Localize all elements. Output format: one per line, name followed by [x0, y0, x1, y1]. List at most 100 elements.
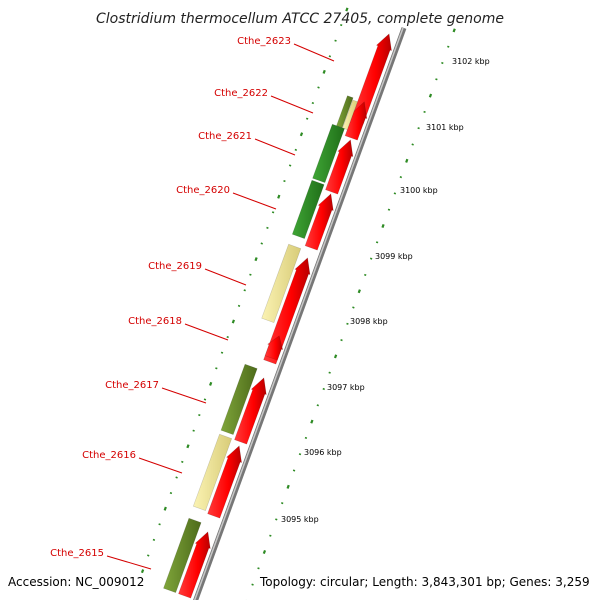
svg-text:Cthe_2622: Cthe_2622 — [214, 88, 268, 99]
tick-mark — [292, 469, 296, 472]
feature-cthe-2620[interactable] — [291, 179, 325, 239]
tick-mark — [169, 491, 173, 495]
gene-label-cthe-2621[interactable]: Cthe_2621 — [198, 131, 296, 156]
scale-labels: 3102 kbp 3101 kbp 3100 kbp 3099 kbp 3098… — [281, 57, 490, 524]
tick-mark — [254, 257, 258, 262]
tick-mark — [310, 419, 314, 424]
genome-summary-text: Topology: circular; Length: 3,843,301 bp… — [259, 575, 590, 589]
tick-mark — [334, 39, 337, 42]
tick-track-outer — [245, 28, 456, 600]
tick-mark — [428, 93, 433, 98]
scale-label: 3101 kbp — [426, 123, 464, 132]
scale-label: 3098 kbp — [350, 317, 388, 326]
tick-mark — [231, 319, 236, 324]
tick-mark — [257, 567, 260, 570]
gene-label-cthe-2622[interactable]: Cthe_2622 — [214, 88, 314, 114]
tick-mark — [203, 398, 207, 401]
tick-mark — [260, 242, 263, 245]
tick-mark — [147, 554, 150, 557]
cds-cthe-2616[interactable] — [207, 445, 242, 519]
tick-mark — [280, 502, 284, 505]
cds-cthe-2615[interactable] — [178, 531, 211, 599]
cds-cthe-2621[interactable] — [325, 139, 354, 195]
gene-label-cthe-2616[interactable]: Cthe_2616 — [82, 450, 183, 474]
tick-mark — [417, 127, 420, 130]
tick-mark — [220, 351, 224, 354]
svg-text:Cthe_2620: Cthe_2620 — [176, 185, 230, 196]
tick-mark — [288, 164, 292, 167]
svg-text:Cthe_2616: Cthe_2616 — [82, 450, 136, 461]
feature-track — [163, 33, 392, 599]
scale-label: 3102 kbp — [452, 57, 490, 66]
tick-mark — [209, 381, 213, 386]
gene-label-cthe-2615[interactable]: Cthe_2615 — [50, 548, 152, 570]
svg-text:Cthe_2618: Cthe_2618 — [128, 316, 182, 327]
tick-mark — [277, 194, 281, 199]
tick-mark — [299, 132, 304, 137]
feature-cthe-2616[interactable] — [192, 433, 233, 511]
tick-mark — [328, 371, 331, 374]
svg-text:Cthe_2617: Cthe_2617 — [105, 380, 159, 391]
tick-mark — [435, 78, 438, 81]
tick-mark — [364, 273, 367, 277]
tick-mark — [175, 476, 178, 479]
map-title: Clostridium thermocellum ATCC 27405, com… — [96, 11, 504, 27]
tick-mark — [447, 45, 450, 48]
svg-text:Cthe_2621: Cthe_2621 — [198, 131, 252, 142]
svg-text:Cthe_2623: Cthe_2623 — [237, 36, 291, 47]
scale-label: 3096 kbp — [304, 448, 342, 457]
tick-mark — [269, 534, 272, 537]
gene-label-cthe-2619[interactable]: Cthe_2619 — [148, 261, 247, 286]
tick-mark — [333, 354, 338, 359]
tick-mark — [381, 223, 385, 229]
tick-mark — [317, 86, 320, 89]
tick-mark — [275, 518, 278, 521]
tick-mark — [163, 506, 167, 511]
gene-label-cthe-2623[interactable]: Cthe_2623 — [237, 36, 335, 62]
tick-mark — [357, 289, 361, 294]
tick-mark — [249, 273, 252, 276]
cds-cthe-2620[interactable] — [304, 193, 334, 251]
backbone — [193, 27, 407, 600]
tick-mark — [192, 429, 195, 432]
tick-mark — [452, 28, 456, 33]
gene-label-cthe-2618[interactable]: Cthe_2618 — [128, 316, 229, 341]
tick-mark — [369, 257, 373, 260]
feature-cthe-2621[interactable] — [312, 123, 345, 183]
tick-mark — [405, 158, 409, 163]
accession-text: Accession: NC_009012 — [8, 575, 144, 589]
scale-label: 3099 kbp — [375, 252, 413, 261]
tick-mark — [198, 413, 201, 417]
cds-cthe-2617[interactable] — [234, 377, 267, 445]
tick-mark — [399, 176, 403, 179]
scale-label: 3095 kbp — [281, 515, 319, 524]
tick-mark — [266, 226, 269, 229]
feature-cthe-2622-b[interactable] — [342, 99, 358, 131]
tick-mark — [322, 69, 326, 74]
tick-mark — [286, 484, 290, 489]
tick-mark — [305, 117, 309, 120]
gene-label-cthe-2617[interactable]: Cthe_2617 — [105, 380, 207, 404]
tick-mark — [328, 55, 332, 58]
tick-mark — [411, 143, 414, 146]
cds-cthe-2618[interactable] — [264, 335, 284, 361]
tick-track-inner — [140, 7, 349, 574]
tick-mark — [316, 404, 320, 407]
tick-mark — [158, 523, 161, 526]
gene-label-cthe-2620[interactable]: Cthe_2620 — [176, 185, 277, 210]
tick-mark — [345, 7, 349, 12]
tick-mark — [226, 335, 229, 339]
tick-mark — [251, 583, 254, 586]
feature-cthe-2619[interactable] — [261, 243, 302, 323]
feature-cthe-2617[interactable] — [220, 363, 258, 435]
tick-mark — [243, 289, 246, 292]
cds-cthe-2619[interactable] — [263, 257, 311, 365]
tick-mark — [311, 101, 315, 105]
tick-mark — [294, 148, 298, 151]
tick-mark — [375, 241, 379, 244]
tick-mark — [441, 61, 444, 65]
tick-mark — [340, 23, 343, 27]
feature-cthe-2615[interactable] — [163, 517, 202, 593]
tick-mark — [140, 569, 145, 574]
